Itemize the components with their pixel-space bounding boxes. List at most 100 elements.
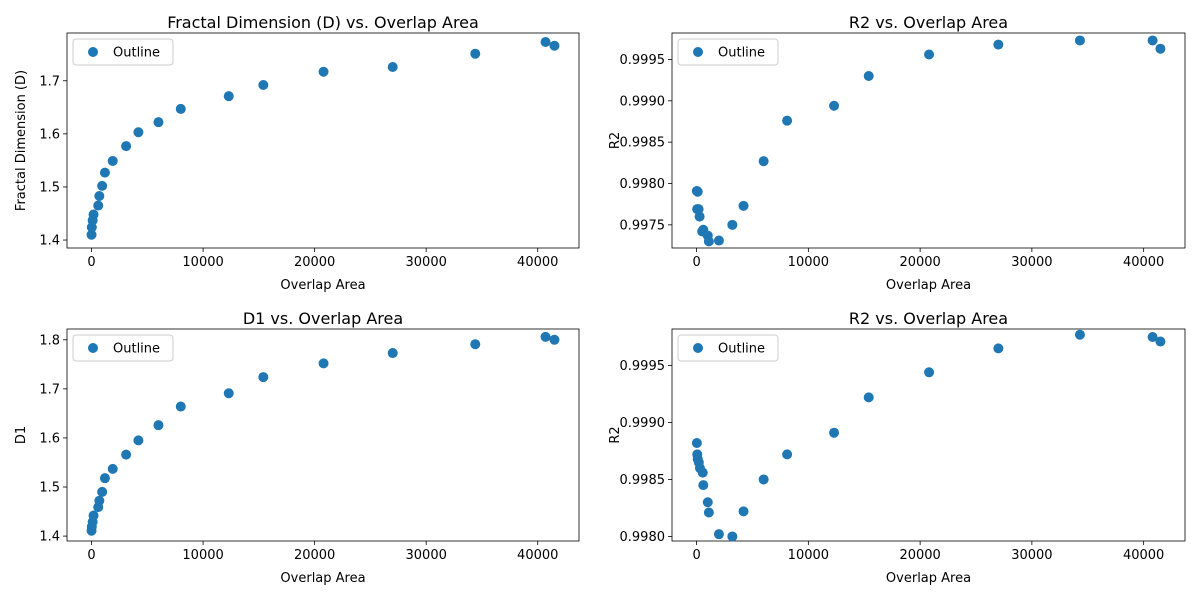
data-point (863, 392, 874, 403)
x-tick-label: 40000 (517, 548, 558, 563)
x-tick-label: 10000 (788, 548, 829, 563)
x-tick-label: 20000 (899, 255, 940, 270)
x-tick-label: 30000 (1011, 548, 1052, 563)
data-point (924, 49, 935, 60)
y-tick-label: 0.9975 (620, 218, 666, 233)
y-tick-label: 0.9995 (620, 53, 666, 68)
data-point (993, 343, 1004, 354)
data-point (727, 531, 738, 542)
y-tick-label: 0.9990 (620, 94, 666, 109)
x-tick-label: 40000 (1123, 255, 1164, 270)
y-tick-label: 1.5 (39, 481, 60, 496)
data-point (703, 507, 714, 518)
data-point (713, 529, 724, 540)
data-point (107, 155, 118, 166)
data-point (1147, 35, 1158, 46)
legend (677, 334, 779, 362)
y-axis-label: D1 (14, 426, 29, 444)
legend-marker (88, 47, 98, 57)
x-tick-label: 40000 (517, 255, 558, 270)
data-point (691, 437, 702, 448)
y-tick-label: 0.9990 (620, 416, 666, 431)
subplot-2: R2 vs. Overlap Area 0 10000 20000 30000 40000… (608, 13, 1186, 293)
data-point (549, 334, 560, 345)
data-point (829, 100, 840, 111)
y-axis-label: R2 (608, 132, 623, 149)
data-point (223, 91, 234, 102)
data-point (1155, 336, 1166, 347)
x-tick-label: 20000 (294, 548, 335, 563)
data-point (863, 71, 874, 81)
chart-title: D1 vs. Overlap Area (243, 309, 403, 328)
legend-label: Outline (718, 342, 765, 357)
data-point (694, 211, 705, 222)
legend-label: Outline (113, 46, 160, 61)
data-point (1155, 43, 1166, 54)
data-point (698, 480, 709, 491)
x-tick-label: 10000 (182, 255, 223, 270)
subplot-4: R2 vs. Overlap Area 0 10000 20000 30000 40000… (608, 309, 1186, 586)
data-point (387, 61, 398, 72)
data-point (703, 236, 714, 247)
data-point (99, 473, 110, 484)
data-point (258, 80, 269, 91)
data-point (470, 339, 481, 350)
data-point (1147, 331, 1158, 342)
data-point (133, 435, 144, 446)
y-tick-label: 0.9980 (620, 177, 666, 192)
data-point (99, 167, 110, 178)
plot-area (66, 32, 580, 249)
data-point (470, 48, 481, 59)
legend-marker (693, 47, 703, 57)
y-tick-label: 1.4 (39, 530, 60, 545)
data-point (86, 229, 97, 240)
y-tick-label: 0.9995 (620, 359, 666, 374)
x-tick-label: 20000 (294, 255, 335, 270)
data-point (318, 66, 329, 77)
y-tick-label: 1.7 (39, 382, 60, 397)
x-tick-label: 30000 (1011, 255, 1052, 270)
data-point (727, 219, 738, 230)
y-tick-label: 0.9980 (620, 530, 666, 545)
data-point (97, 486, 108, 497)
legend-label: Outline (718, 46, 765, 61)
data-point (1074, 35, 1085, 46)
x-tick-label: 0 (692, 255, 700, 270)
chart-title: Fractal Dimension (D) vs. Overlap Area (167, 13, 479, 32)
data-point (993, 39, 1004, 50)
data-point (107, 463, 118, 474)
data-point (549, 40, 560, 51)
y-tick-label: 1.5 (39, 180, 60, 195)
y-tick-label: 1.6 (39, 431, 60, 446)
y-tick-label: 1.6 (39, 127, 60, 142)
data-point (738, 506, 749, 517)
x-tick-label: 0 (87, 548, 95, 563)
legend-marker (693, 343, 703, 353)
data-point (318, 358, 329, 369)
y-tick-label: 1.4 (39, 234, 60, 249)
data-point (782, 449, 793, 460)
data-point (738, 200, 749, 211)
plot-area (671, 32, 1186, 249)
y-axis-label: R2 (608, 426, 623, 443)
data-point (702, 497, 713, 508)
data-point (540, 37, 551, 48)
plot-area (671, 328, 1186, 542)
data-point (1074, 329, 1085, 340)
chart-title: R2 vs. Overlap Area (849, 309, 1008, 328)
legend (72, 38, 174, 66)
data-point (387, 348, 398, 359)
data-point (223, 388, 234, 399)
x-tick-label: 0 (87, 255, 95, 270)
data-point (829, 427, 840, 438)
x-tick-label: 30000 (406, 255, 447, 270)
data-point (713, 235, 724, 246)
x-axis-label: Overlap Area (280, 278, 365, 293)
data-point (121, 141, 132, 152)
x-tick-label: 20000 (899, 548, 940, 563)
y-tick-label: 1.8 (39, 333, 60, 348)
data-point (758, 474, 769, 485)
data-point (88, 510, 99, 521)
